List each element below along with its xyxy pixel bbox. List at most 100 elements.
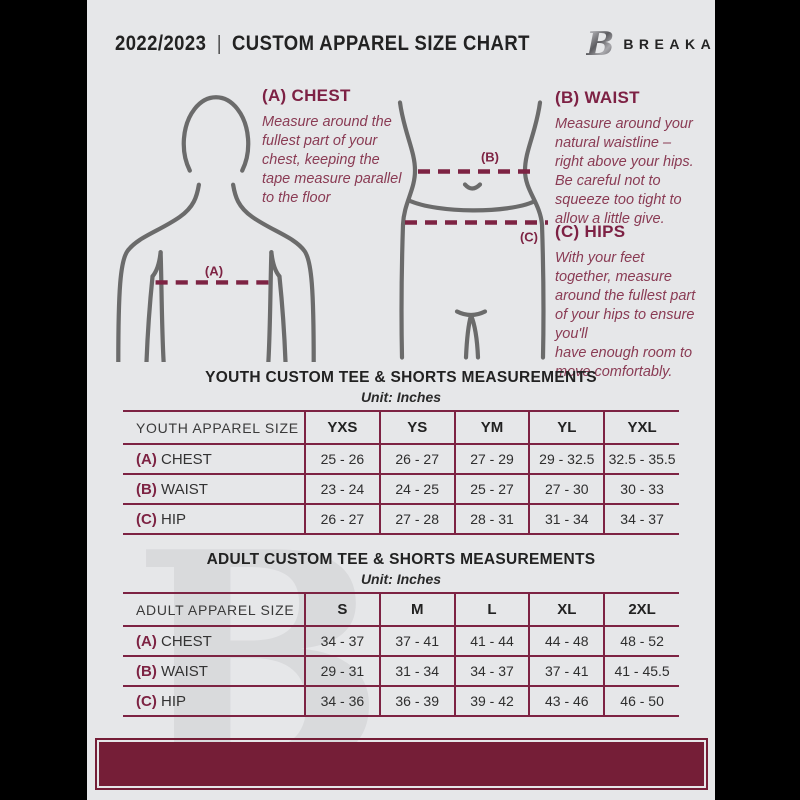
- size-value-cell: 37 - 41: [528, 655, 605, 687]
- youth-size-label-header: YOUTH APPAREL SIZE: [123, 410, 305, 445]
- adult-header-row: ADULT APPAREL SIZE S M L XL 2XL: [123, 592, 679, 627]
- left-shoulder-arm-outline: [116, 182, 201, 362]
- chest-description: Measure around the fullest part of your …: [262, 114, 402, 206]
- header-divider: |: [216, 32, 222, 55]
- size-value-cell: 34 - 37: [453, 655, 530, 687]
- row-key: (B): [136, 480, 157, 498]
- size-value-cell: 27 - 28: [378, 503, 455, 535]
- youth-size-header: YL: [528, 410, 605, 445]
- row-label: (A) CHEST: [123, 443, 305, 475]
- hips-instructions: (C) HIPS With your feet together, measur…: [555, 222, 715, 382]
- size-value-cell: 27 - 29: [453, 443, 530, 475]
- adult-size-header: S: [304, 592, 380, 627]
- row-name: HIP: [161, 510, 187, 528]
- youth-waist-row: (B) WAIST 23 - 24 24 - 25 25 - 27 27 - 3…: [123, 473, 679, 505]
- size-value-cell: 27 - 30: [528, 473, 605, 505]
- size-value-cell: 41 - 44: [453, 625, 530, 657]
- row-label: (B) WAIST: [123, 655, 305, 687]
- youth-size-table: YOUTH APPAREL SIZE YXS YS YM YL YXL (A) …: [123, 410, 679, 535]
- adult-size-table: ADULT APPAREL SIZE S M L XL 2XL (A) CHES…: [123, 592, 679, 717]
- size-value-cell: 26 - 27: [304, 503, 380, 535]
- size-value-cell: 39 - 42: [453, 685, 530, 717]
- size-value-cell: 31 - 34: [528, 503, 605, 535]
- size-value-cell: 26 - 27: [378, 443, 455, 475]
- adult-chest-row: (A) CHEST 34 - 37 37 - 41 41 - 44 44 - 4…: [123, 625, 679, 657]
- youth-table-unit: Unit: Inches: [360, 389, 442, 405]
- size-value-cell: 31 - 34: [378, 655, 455, 687]
- right-inner-leg-line: [468, 313, 481, 360]
- size-value-cell: 43 - 46: [528, 685, 605, 717]
- size-value-cell: 46 - 50: [603, 685, 679, 717]
- size-value-cell: 29 - 31: [304, 655, 380, 687]
- size-value-cell: 44 - 48: [528, 625, 605, 657]
- navel-line: [462, 182, 483, 191]
- youth-chest-row: (A) CHEST 25 - 26 26 - 27 27 - 29 29 - 3…: [123, 443, 679, 475]
- youth-size-header: YS: [378, 410, 455, 445]
- size-value-cell: 24 - 25: [378, 473, 455, 505]
- size-value-cell: 37 - 41: [378, 625, 455, 657]
- size-value-cell: 41 - 45.5: [603, 655, 679, 687]
- brand-name: BREAKAWAY: [623, 36, 715, 52]
- row-label: (A) CHEST: [123, 625, 305, 657]
- youth-size-header: YXL: [603, 410, 679, 445]
- youth-size-header: YM: [453, 410, 530, 445]
- left-inner-leg-line: [463, 313, 474, 360]
- chest-heading: (A) CHEST: [262, 86, 351, 105]
- hip-curve-line: [406, 198, 537, 213]
- adult-waist-row: (B) WAIST 29 - 31 31 - 34 34 - 37 37 - 4…: [123, 655, 679, 687]
- youth-size-header: YXS: [304, 410, 380, 445]
- right-inner-arm-line: [277, 274, 288, 362]
- adult-hip-row: (C) HIP 34 - 36 36 - 39 39 - 42 43 - 46 …: [123, 685, 679, 717]
- size-value-cell: 34 - 37: [304, 625, 380, 657]
- lower-body-diagram: (B) (C): [397, 100, 548, 360]
- right-shoulder-arm-outline: [231, 182, 316, 362]
- left-inner-arm-line: [144, 274, 155, 362]
- row-name: HIP: [161, 692, 187, 710]
- row-label: (C) HIP: [123, 685, 305, 717]
- brand-logo-icon: B: [586, 24, 615, 63]
- brand-group: B BREAKAWAY: [586, 24, 715, 63]
- row-name: WAIST: [161, 480, 208, 498]
- adult-size-header: L: [453, 592, 530, 627]
- right-hip-outline: [522, 100, 546, 360]
- size-value-cell: 28 - 31: [453, 503, 530, 535]
- page-header: 2022/2023 | CUSTOM APPAREL SIZE CHART B …: [115, 22, 715, 66]
- chest-instructions: (A) CHEST Measure around the fullest par…: [262, 86, 437, 208]
- waist-heading: (B) WAIST: [555, 88, 640, 107]
- youth-header-row: YOUTH APPAREL SIZE YXS YS YM YL YXL: [123, 410, 679, 445]
- season-label: 2022/2023: [115, 32, 207, 55]
- row-name: CHEST: [161, 632, 212, 650]
- hips-heading: (C) HIPS: [555, 222, 626, 241]
- size-value-cell: 25 - 27: [453, 473, 530, 505]
- adult-size-header: M: [378, 592, 455, 627]
- size-value-cell: 23 - 24: [304, 473, 380, 505]
- row-key: (A): [136, 632, 157, 650]
- size-value-cell: 48 - 52: [603, 625, 679, 657]
- size-value-cell: 36 - 39: [378, 685, 455, 717]
- hips-description: With your feet together, measure around …: [555, 250, 696, 380]
- left-torso-line: [158, 250, 166, 362]
- size-value-cell: 34 - 37: [603, 503, 679, 535]
- size-value-cell: 29 - 32.5: [528, 443, 605, 475]
- header-title-group: 2022/2023 | CUSTOM APPAREL SIZE CHART: [115, 32, 530, 56]
- size-value-cell: 34 - 36: [304, 685, 380, 717]
- adult-size-header: XL: [528, 592, 605, 627]
- adult-table-title: ADULT CUSTOM TEE & SHORTS MEASUREMENTS: [206, 551, 596, 568]
- size-value-cell: 30 - 33: [603, 473, 679, 505]
- adult-size-label-header: ADULT APPAREL SIZE: [123, 592, 305, 627]
- footer-accent-bar: [95, 738, 708, 790]
- waist-instructions: (B) WAIST Measure around your natural wa…: [555, 88, 715, 229]
- footer-accent-bar-fill: [99, 742, 704, 786]
- row-key: (C): [136, 692, 157, 710]
- row-name: CHEST: [161, 450, 212, 468]
- row-name: WAIST: [161, 662, 208, 680]
- size-value-cell: 25 - 26: [304, 443, 380, 475]
- row-label: (B) WAIST: [123, 473, 305, 505]
- size-value-cell: 32.5 - 35.5: [603, 443, 679, 475]
- row-label: (C) HIP: [123, 503, 305, 535]
- row-key: (A): [136, 450, 157, 468]
- waist-description: Measure around your natural waistline – …: [555, 116, 694, 227]
- youth-hip-row: (C) HIP 26 - 27 27 - 28 28 - 31 31 - 34 …: [123, 503, 679, 535]
- upper-body-diagram: (A): [116, 95, 316, 362]
